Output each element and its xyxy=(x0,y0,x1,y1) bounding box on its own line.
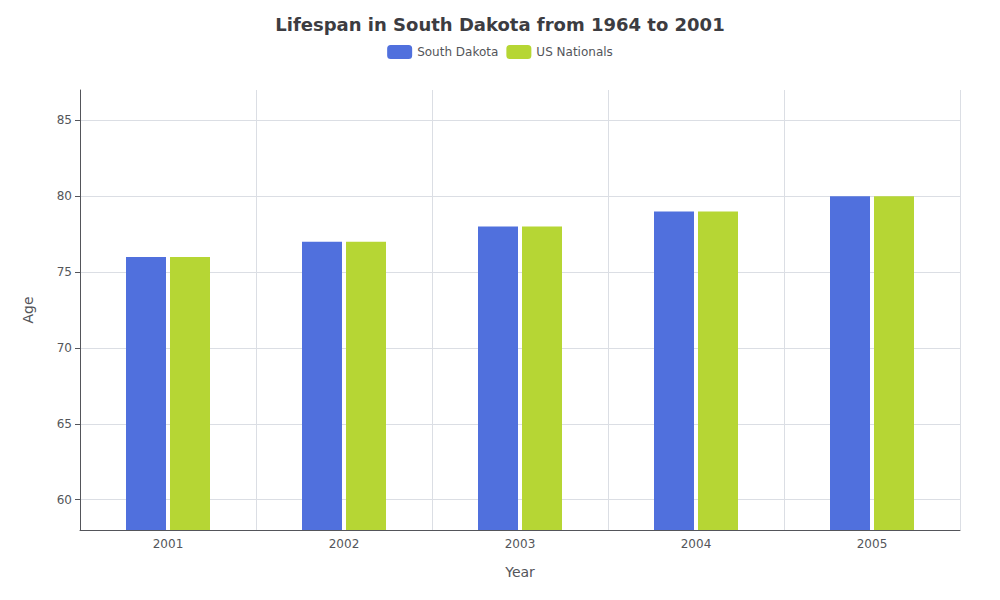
svg-text:Lifespan in South Dakota from: Lifespan in South Dakota from 1964 to 20… xyxy=(275,14,724,35)
svg-text:Year: Year xyxy=(504,564,535,580)
svg-text:65: 65 xyxy=(57,417,72,431)
svg-text:85: 85 xyxy=(57,113,72,127)
svg-text:Age: Age xyxy=(20,296,36,323)
svg-text:2003: 2003 xyxy=(505,537,536,551)
svg-text:80: 80 xyxy=(57,189,72,203)
svg-text:2005: 2005 xyxy=(857,537,888,551)
svg-text:75: 75 xyxy=(57,265,72,279)
svg-text:2001: 2001 xyxy=(153,537,184,551)
svg-text:US Nationals: US Nationals xyxy=(536,45,612,59)
svg-text:70: 70 xyxy=(57,341,72,355)
svg-text:2004: 2004 xyxy=(681,537,712,551)
svg-text:60: 60 xyxy=(57,493,72,507)
svg-text:2002: 2002 xyxy=(329,537,360,551)
svg-text:South Dakota: South Dakota xyxy=(417,45,498,59)
